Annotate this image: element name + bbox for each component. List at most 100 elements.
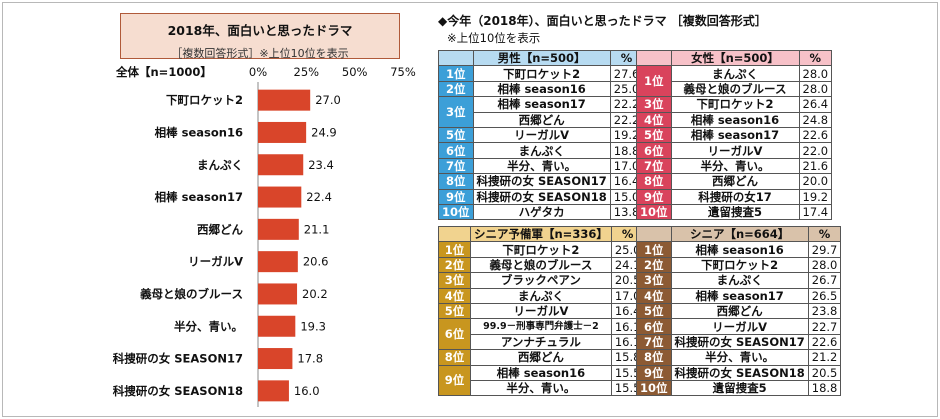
rank-cell: 1位 <box>438 65 474 82</box>
rank-cell: 7位 <box>636 157 672 175</box>
bar <box>258 121 307 143</box>
bar <box>258 186 302 208</box>
rank-cell: 2位 <box>438 256 471 274</box>
value-cell: 26.7 <box>807 272 842 289</box>
rank-cell: 6位 <box>438 318 471 351</box>
title-cell: 半分、青い。 <box>670 157 800 175</box>
value-cell: 22.7 <box>807 318 842 335</box>
title-cell: 遺留捜査5 <box>670 203 800 221</box>
value-label: 17.8 <box>297 352 323 366</box>
rank-cell: 9位 <box>636 188 672 205</box>
category-label: 相棒 season16 <box>155 125 243 139</box>
right-title: ◆今年（2018年）、面白いと思ったドラマ ［複数回答形式］ <box>438 14 767 28</box>
title-cell: 半分、青い。 <box>472 157 611 175</box>
title-cell: ハゲタカ <box>472 203 611 221</box>
rank-cell: 9位 <box>438 364 471 397</box>
title-cell: 相棒 season16 <box>470 364 612 381</box>
value-cell: 15.0 <box>609 188 644 205</box>
tick-label: 0% <box>249 65 267 79</box>
rank-cell: 8位 <box>438 349 471 366</box>
title-cell: 相棒 season16 <box>670 111 800 128</box>
rank-cell: 6位 <box>438 142 474 159</box>
title-cell: 科捜研の女 SEASON17 <box>670 333 809 351</box>
title-cell: 西郷どん <box>472 111 611 128</box>
bar-chart: 全体【n=1000】 0% 25% 50% 75% 下町ロケット2 27.0 相棒 sea… <box>113 65 416 407</box>
title-cell: まんぷく <box>472 142 611 159</box>
title-cell: 相棒 season16 <box>472 80 611 98</box>
title-cell: 半分、青い。 <box>670 349 809 366</box>
title-cell: 義母と娘のブルース <box>670 80 800 98</box>
title-cell: リーガルV <box>472 126 611 144</box>
rank-cell: 7位 <box>636 333 672 351</box>
table-header: 女性【n=500】 <box>670 49 800 67</box>
chart-title-box: 2018年、面白いと思ったドラマ ［複数回答形式］※上位10位を表示 <box>120 13 400 60</box>
value-cell: 29.7 <box>807 241 842 258</box>
value-label: 27.0 <box>315 93 341 107</box>
group-label: 全体【n=1000】 <box>115 65 212 79</box>
bar <box>258 154 304 176</box>
bar <box>258 348 293 370</box>
title-cell: アンナチュラル <box>470 333 612 351</box>
table-header: シニア予備軍【n=336】 <box>470 225 612 243</box>
rank-cell: 8位 <box>636 349 672 366</box>
value-cell: 23.8 <box>807 302 842 320</box>
title-cell: 科捜研の女17 <box>670 188 800 205</box>
rank-cell: 3位 <box>636 96 672 113</box>
value-label: 23.4 <box>308 158 334 172</box>
rank-cell: 10位 <box>636 203 672 221</box>
bar <box>258 89 311 111</box>
value-cell: 17.0 <box>609 157 644 175</box>
tick-label: 50% <box>342 65 368 79</box>
title-cell: 遺留捜査5 <box>670 379 809 397</box>
bar <box>258 283 298 305</box>
title-cell: 相棒 season16 <box>670 241 809 258</box>
pct-header: % <box>798 49 833 67</box>
title-cell: リーガルV <box>670 318 809 335</box>
rank-cell: 3位 <box>636 272 672 289</box>
value-cell: 16.4 <box>609 173 644 190</box>
value-label: 20.6 <box>303 255 329 269</box>
rank-cell: 9位 <box>636 364 672 381</box>
value-cell: 19.2 <box>609 126 644 144</box>
value-label: 19.3 <box>300 319 326 333</box>
title-cell: 下町ロケット2 <box>670 256 809 274</box>
value-cell: 17.4 <box>798 203 833 221</box>
category-label: 科捜研の女 SEASON18 <box>113 384 243 398</box>
title-cell: 相棒 season17 <box>670 287 809 304</box>
value-cell: 28.0 <box>798 80 833 98</box>
value-label: 21.1 <box>304 222 330 236</box>
bar <box>258 251 298 273</box>
rank-cell: 2位 <box>636 256 672 274</box>
value-cell: 26.5 <box>807 287 842 304</box>
value-cell: 20.0 <box>798 173 833 190</box>
value-label: 24.9 <box>311 125 337 139</box>
title-cell: 科捜研の女 SEASON18 <box>670 364 809 381</box>
title-cell: 科捜研の女 SEASON17 <box>472 173 611 190</box>
title-cell: まんぷく <box>670 272 809 289</box>
value-cell: 21.6 <box>798 157 833 175</box>
category-label: 下町ロケット2 <box>166 93 243 107</box>
value-label: 16.0 <box>294 384 320 398</box>
value-cell: 21.2 <box>807 349 842 366</box>
category-label: 西郷どん <box>197 222 243 236</box>
title-cell: 相棒 season17 <box>472 96 611 113</box>
title-cell: まんぷく <box>470 287 612 304</box>
category-label: 義母と娘のブルース <box>140 287 243 301</box>
title-cell: 西郷どん <box>670 302 809 320</box>
rank-cell: 1位 <box>438 241 471 258</box>
title-cell: リーガルV <box>470 302 612 320</box>
rank-cell: 5位 <box>438 126 474 144</box>
rank-cell: 4位 <box>438 287 471 304</box>
table-header: シニア【n=664】 <box>670 225 809 243</box>
title-cell: リーガルV <box>670 142 800 159</box>
table-senior: シニア【n=664】% 1位 相棒 season16 29.7 2位 下町ロケット2 2… <box>636 225 842 397</box>
category-label: 半分、青い。 <box>174 319 243 333</box>
tick-label: 25% <box>294 65 320 79</box>
rank-cell: 1位 <box>636 241 672 258</box>
value-label: 22.4 <box>306 190 332 204</box>
table-presenior: シニア予備軍【n=336】% 1位 下町ロケット2 25.0 2位 義母と娘のブルース… <box>438 225 645 397</box>
value-cell: 22.6 <box>798 126 833 144</box>
title-cell: 相棒 season17 <box>670 126 800 144</box>
rank-cell: 9位 <box>438 188 474 205</box>
rank-cell: 4位 <box>636 111 672 128</box>
